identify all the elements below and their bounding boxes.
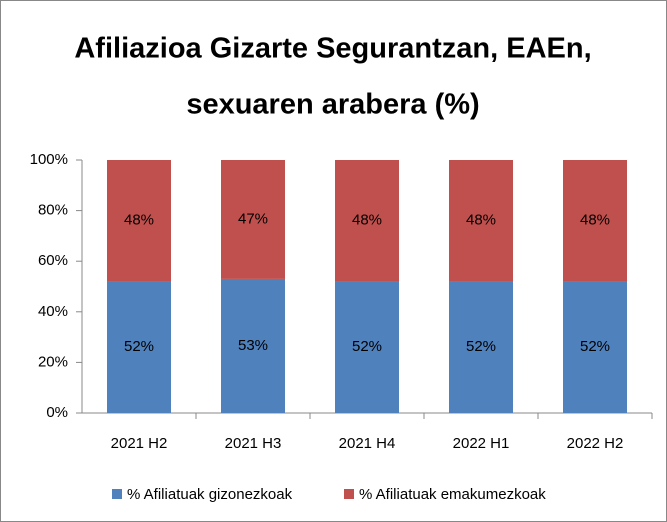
data-label: 53% bbox=[238, 337, 268, 354]
x-tick-label: 2021 H3 bbox=[225, 435, 282, 452]
data-label: 52% bbox=[124, 338, 154, 355]
x-tick-label: 2022 H1 bbox=[453, 435, 510, 452]
data-label: 47% bbox=[238, 210, 268, 227]
data-label: 48% bbox=[352, 212, 382, 229]
bar-segment bbox=[335, 160, 399, 282]
y-tick-label: 60% bbox=[38, 252, 68, 269]
bar-segment bbox=[449, 160, 513, 282]
legend-label: % Afiliatuak emakumezkoak bbox=[359, 486, 546, 503]
y-tick-label: 0% bbox=[46, 404, 68, 421]
chart-title: Afiliazioa Gizarte Segurantzan, EAEn, bbox=[74, 33, 591, 65]
chart-title: sexuaren arabera (%) bbox=[186, 89, 479, 121]
x-tick-label: 2021 H2 bbox=[111, 435, 168, 452]
bar-segment bbox=[221, 160, 285, 279]
x-tick-label: 2021 H4 bbox=[339, 435, 396, 452]
legend-label: % Afiliatuak gizonezkoak bbox=[127, 486, 293, 503]
data-label: 52% bbox=[466, 338, 496, 355]
y-tick-label: 20% bbox=[38, 353, 68, 370]
legend-swatch bbox=[344, 489, 354, 499]
y-tick-label: 40% bbox=[38, 303, 68, 320]
bar-segment bbox=[563, 281, 627, 413]
data-label: 48% bbox=[466, 212, 496, 229]
bar-segment bbox=[221, 278, 285, 413]
x-tick-label: 2022 H2 bbox=[567, 435, 624, 452]
data-label: 48% bbox=[580, 212, 610, 229]
bar-segment bbox=[107, 281, 171, 413]
data-label: 52% bbox=[352, 338, 382, 355]
legend-swatch bbox=[112, 489, 122, 499]
data-label: 52% bbox=[580, 338, 610, 355]
y-tick-label: 80% bbox=[38, 202, 68, 219]
data-label: 48% bbox=[124, 212, 154, 229]
bar-segment bbox=[107, 160, 171, 282]
bar-segment bbox=[563, 160, 627, 282]
bar-segment bbox=[449, 281, 513, 413]
y-tick-label: 100% bbox=[30, 151, 68, 168]
bar-segment bbox=[335, 281, 399, 413]
